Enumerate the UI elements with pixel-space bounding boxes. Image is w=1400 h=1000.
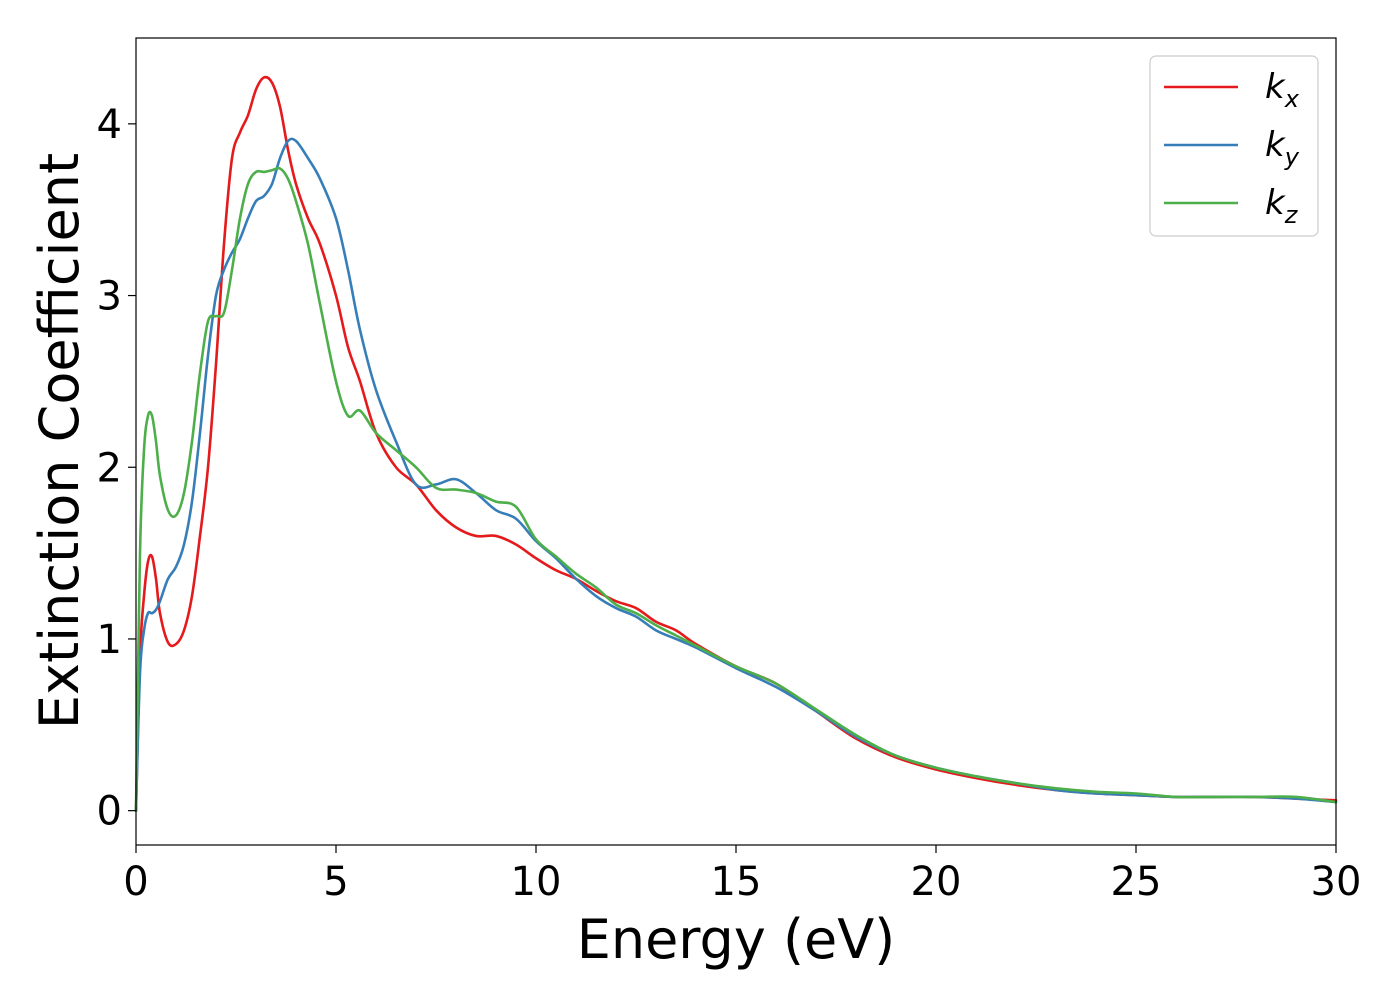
y-axis-ticks: 0 1 2 3 4 [97, 102, 136, 835]
x-axis-title: Energy (eV) [577, 908, 896, 971]
x-tick-label: 20 [911, 859, 962, 905]
y-tick-label: 4 [97, 102, 122, 148]
x-tick-label: 10 [511, 859, 562, 905]
y-tick-label: 3 [97, 274, 122, 320]
legend-label-kx: kx [1265, 67, 1300, 113]
x-tick-label: 0 [123, 859, 148, 905]
x-tick-label: 5 [323, 859, 348, 905]
y-tick-label: 1 [97, 617, 122, 663]
series-layer [134, 75, 1338, 812]
x-tick-label: 30 [1311, 859, 1362, 905]
series-line-kx [134, 75, 1338, 812]
x-tick-label: 15 [711, 859, 762, 905]
x-axis-ticks: 0 5 10 15 20 25 30 [123, 845, 1361, 905]
series-line-kz [134, 166, 1338, 812]
y-axis-title: Extinction Coefficient [28, 153, 91, 729]
y-tick-label: 0 [97, 789, 122, 835]
y-tick-label: 2 [97, 445, 122, 491]
x-tick-label: 25 [1111, 859, 1162, 905]
legend-label-ky: ky [1265, 125, 1300, 171]
